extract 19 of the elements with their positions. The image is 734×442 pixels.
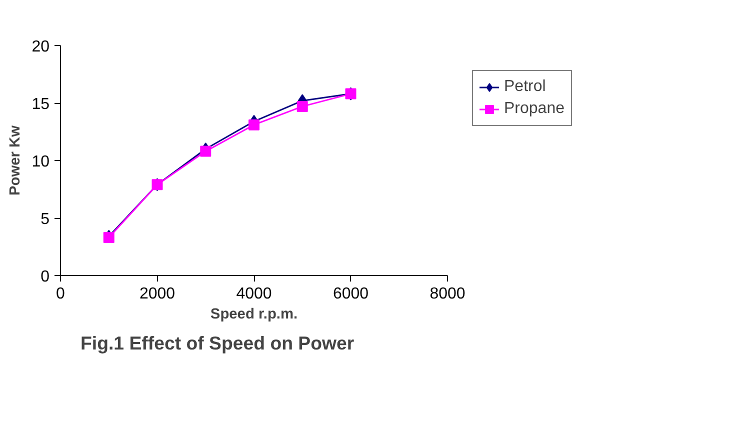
y-tick-label: 20	[32, 38, 50, 56]
legend-label: Propane	[504, 100, 564, 118]
x-tick-label: 0	[56, 286, 66, 302]
x-tick-label: 4000	[236, 286, 272, 302]
legend-label: Petrol	[504, 78, 546, 96]
y-tick-label: 10	[32, 154, 50, 170]
x-tick-label: 2000	[139, 286, 176, 302]
y-tick-label: 5	[40, 211, 50, 228]
x-tick-label: 6000	[332, 286, 369, 302]
x-axis-title: Speed r.p.m.	[210, 306, 298, 322]
point	[200, 146, 212, 157]
y-tick-label: 0	[40, 268, 50, 286]
point	[296, 100, 308, 112]
y-tick-label: 15	[32, 96, 50, 113]
text: Fig.1 Effect of Speed on Power	[80, 332, 354, 354]
x-tick-label: 8000	[430, 286, 466, 302]
point	[248, 119, 260, 130]
y-axis-title: Power Kw	[8, 124, 24, 196]
point	[103, 232, 114, 244]
